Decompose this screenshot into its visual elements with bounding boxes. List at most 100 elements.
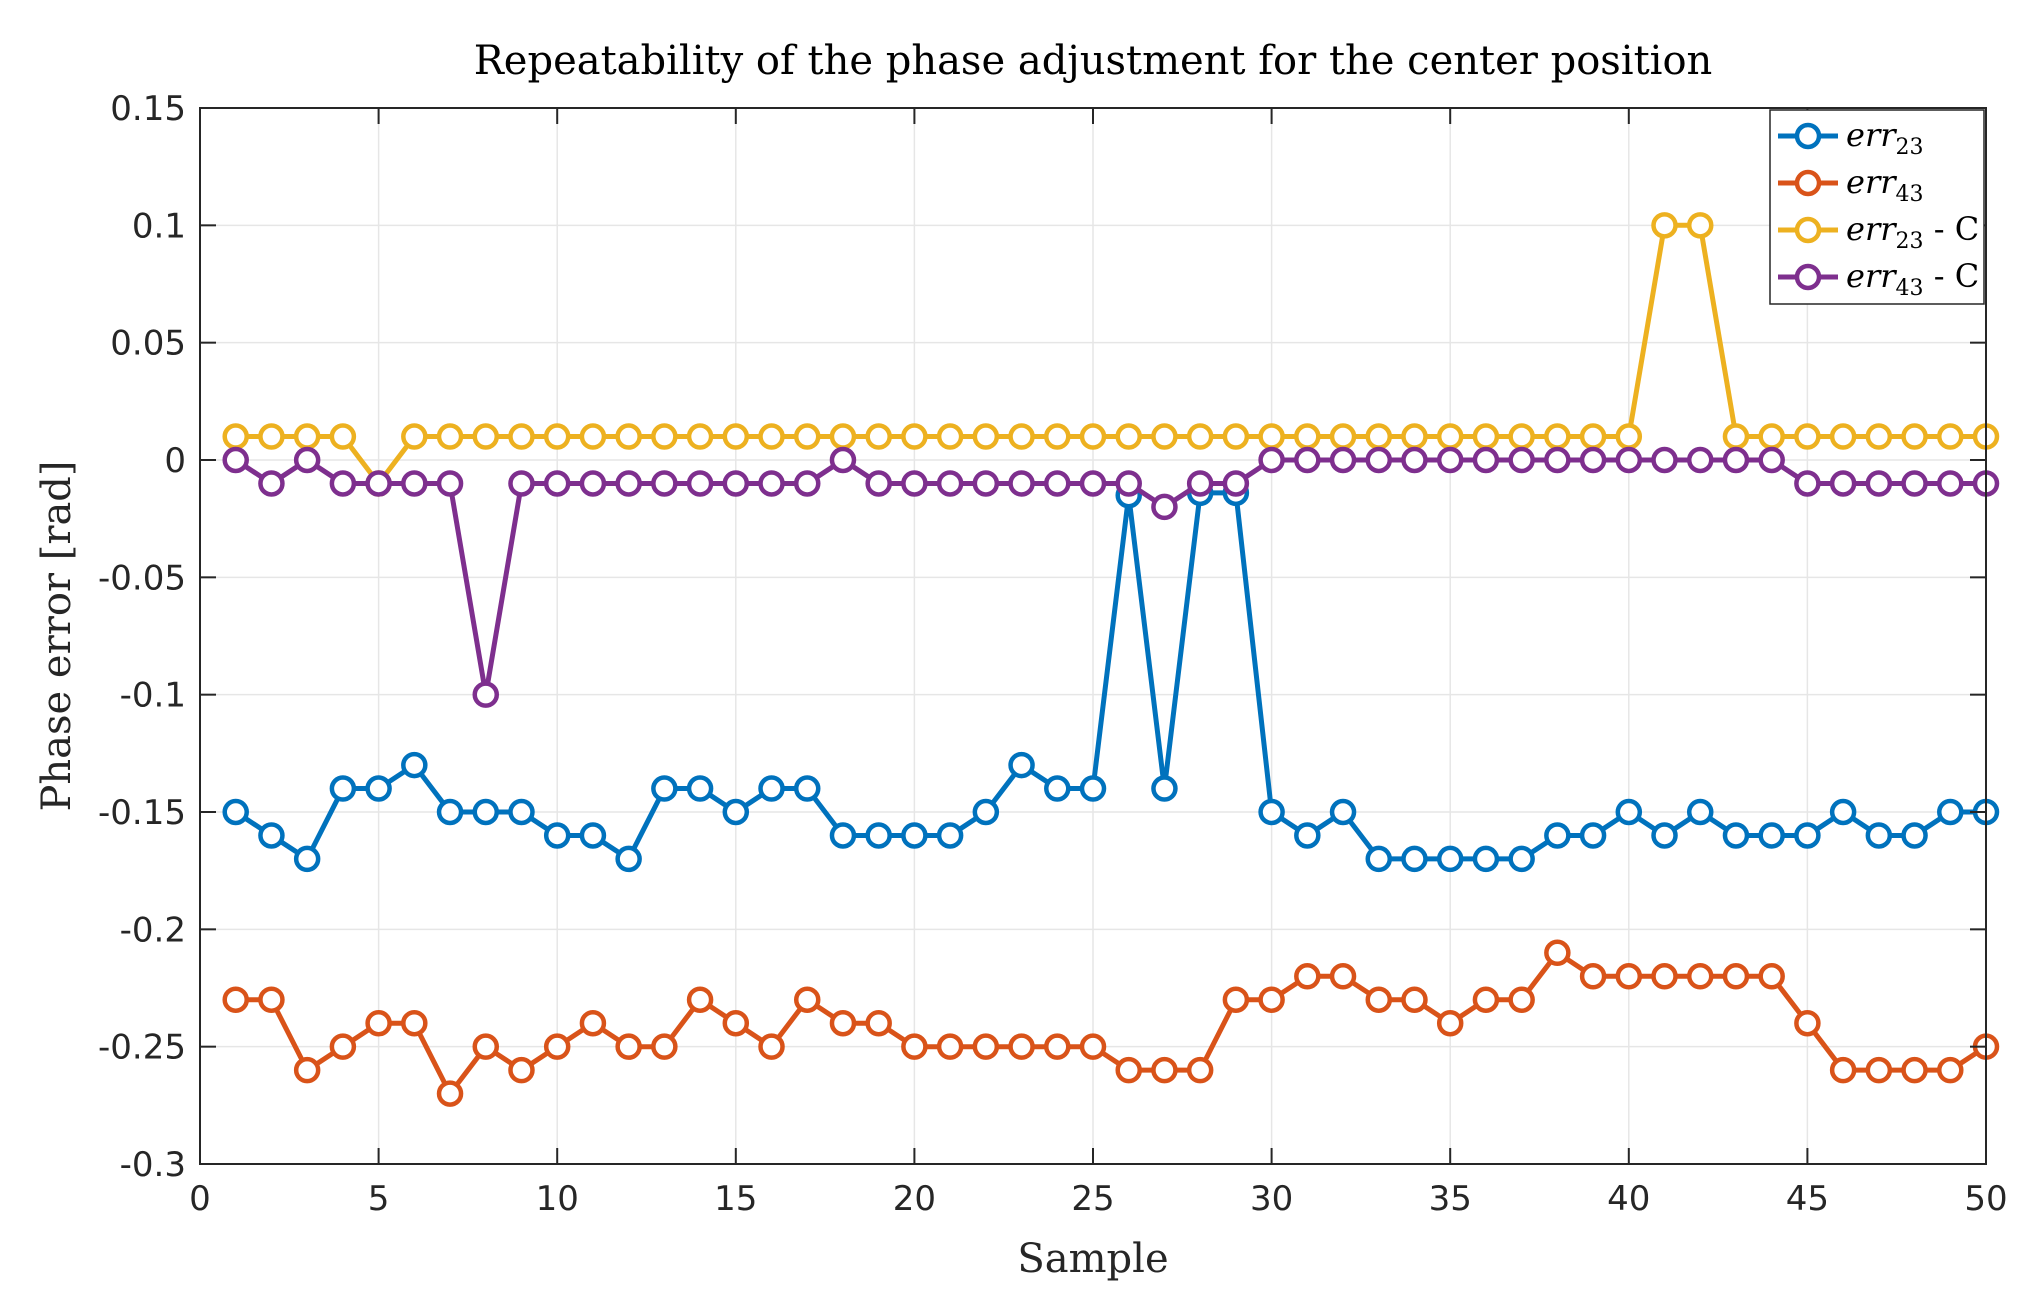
data-point xyxy=(1151,1056,1178,1084)
data-point xyxy=(1901,423,1928,450)
legend-marker xyxy=(1794,122,1822,150)
data-point xyxy=(1758,423,1785,450)
data-point xyxy=(508,470,535,497)
x-tick-label: 10 xyxy=(536,1179,579,1219)
x-tick-label: 25 xyxy=(1071,1179,1114,1219)
data-point xyxy=(543,470,571,497)
data-point xyxy=(579,822,607,849)
y-axis-label: Phase error [rad] xyxy=(34,460,80,811)
data-point xyxy=(722,423,750,450)
data-point xyxy=(1222,470,1250,497)
data-point xyxy=(1186,423,1214,450)
data-point xyxy=(1258,798,1285,826)
data-point xyxy=(579,470,607,497)
data-point xyxy=(1794,1009,1821,1037)
data-point xyxy=(1651,212,1678,239)
data-point xyxy=(1008,423,1035,450)
x-tick-label: 50 xyxy=(1964,1179,2007,1219)
data-point xyxy=(1294,822,1321,849)
data-point xyxy=(829,423,857,450)
data-point xyxy=(1686,798,1714,826)
data-point xyxy=(1436,423,1464,450)
x-tick-label: 0 xyxy=(189,1179,211,1219)
x-tick-labels: 0 5 10 15 20 25 30 35 40 45 50 xyxy=(189,1179,2007,1219)
data-point xyxy=(401,423,428,450)
data-point xyxy=(1294,446,1321,474)
data-point xyxy=(436,798,464,826)
data-point xyxy=(1329,798,1357,826)
data-point xyxy=(543,423,571,450)
data-point xyxy=(1079,423,1107,450)
data-point xyxy=(1186,470,1214,497)
data-point xyxy=(865,822,892,849)
data-point xyxy=(865,423,892,450)
data-point xyxy=(1365,845,1393,873)
data-point xyxy=(1008,1033,1035,1060)
data-point xyxy=(615,470,642,497)
data-point xyxy=(508,423,535,450)
data-point xyxy=(1401,986,1428,1013)
data-point xyxy=(1294,963,1321,990)
data-point xyxy=(401,1009,428,1037)
data-point xyxy=(329,775,357,802)
data-point xyxy=(436,470,464,497)
data-point xyxy=(1151,423,1178,450)
y-tick-label: -0.15 xyxy=(98,793,186,833)
data-point xyxy=(1044,1033,1071,1060)
x-tick-label: 45 xyxy=(1786,1179,1829,1219)
data-point xyxy=(329,423,357,450)
data-point xyxy=(686,470,714,497)
legend-item: err23 - C xyxy=(1778,210,1979,254)
x-tick-label: 40 xyxy=(1607,1179,1650,1219)
data-point xyxy=(936,822,964,849)
data-point xyxy=(686,775,714,802)
x-tick-label: 20 xyxy=(893,1179,936,1219)
data-point xyxy=(1722,423,1750,450)
data-point xyxy=(758,1033,785,1060)
data-point xyxy=(1937,470,1964,497)
data-point xyxy=(936,470,964,497)
data-point xyxy=(793,986,821,1013)
data-point xyxy=(365,470,392,497)
data-point xyxy=(1901,1056,1928,1084)
data-point xyxy=(1115,1056,1142,1084)
legend-label: err23 xyxy=(1846,116,1924,160)
data-point xyxy=(1151,775,1178,802)
data-point xyxy=(901,423,928,450)
legend-marker xyxy=(1794,216,1822,244)
x-axis-label: Sample xyxy=(1017,1236,1168,1282)
data-point xyxy=(972,470,1000,497)
data-point xyxy=(1544,423,1571,450)
data-point xyxy=(222,986,249,1013)
chart-title: Repeatability of the phase adjustment fo… xyxy=(474,38,1713,84)
data-point xyxy=(1579,423,1607,450)
data-point xyxy=(793,470,821,497)
data-point xyxy=(793,775,821,802)
data-point xyxy=(579,1009,607,1037)
data-point xyxy=(901,1033,928,1060)
data-point xyxy=(1472,446,1500,474)
data-point xyxy=(1401,446,1428,474)
legend-marker xyxy=(1794,169,1822,197)
data-point xyxy=(1686,963,1714,990)
data-point xyxy=(1472,986,1500,1013)
data-point xyxy=(1258,446,1285,474)
data-point xyxy=(1686,446,1714,474)
legend-label: err43 - C xyxy=(1846,257,1979,301)
data-point xyxy=(1544,939,1571,967)
data-point xyxy=(686,986,714,1013)
data-point xyxy=(1222,423,1250,450)
data-point xyxy=(1436,446,1464,474)
data-point xyxy=(865,470,892,497)
data-point xyxy=(901,470,928,497)
data-point xyxy=(1579,822,1607,849)
data-point xyxy=(651,1033,678,1060)
y-tick-label: -0.1 xyxy=(120,676,186,716)
data-point xyxy=(793,423,821,450)
data-point xyxy=(1436,1009,1464,1037)
data-point xyxy=(1544,446,1571,474)
data-point xyxy=(1258,986,1285,1013)
y-tick-labels: -0.3 -0.25 -0.2 -0.15 -0.1 -0.05 0 0.05 0.1 0.15 xyxy=(98,89,186,1185)
data-point xyxy=(651,423,678,450)
